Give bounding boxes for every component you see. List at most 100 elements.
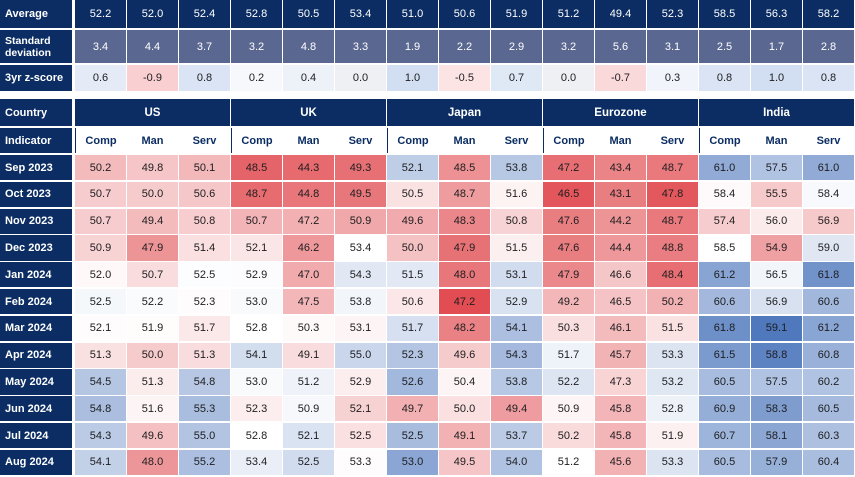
summary-std-value: 4.4 xyxy=(127,30,178,63)
heatmap-cell: 60.5 xyxy=(803,396,854,422)
heatmap-cell: 54.8 xyxy=(75,396,126,422)
heatmap-cell: 52.5 xyxy=(75,289,126,315)
heatmap-cell: 53.8 xyxy=(491,369,542,395)
heatmap-cell: 49.1 xyxy=(283,342,334,368)
heatmap-cell: 52.1 xyxy=(335,396,386,422)
summary-average-value: 52.2 xyxy=(75,0,126,28)
heatmap-cell: 51.5 xyxy=(647,315,698,342)
heatmap-cell: 52.0 xyxy=(75,262,126,288)
heatmap-cell: 48.5 xyxy=(439,155,490,181)
heatmap-cell: 51.4 xyxy=(179,235,230,261)
heatmap-cell: 51.2 xyxy=(543,449,594,476)
heatmap-cell: 47.2 xyxy=(283,208,334,234)
heatmap-cell: 48.0 xyxy=(439,262,490,288)
heatmap-cell: 50.8 xyxy=(179,208,230,234)
heatmap-cell: 47.6 xyxy=(543,235,594,261)
row-label: Aug 2024 xyxy=(0,449,72,476)
indicator-header-comp: Comp xyxy=(231,128,282,153)
summary-z-value: 0.4 xyxy=(283,65,334,91)
summary-average-value: 50.6 xyxy=(439,0,490,28)
heatmap-cell: 49.6 xyxy=(127,423,178,449)
heatmap-cell: 49.3 xyxy=(335,155,386,181)
summary-std-value: 3.1 xyxy=(647,30,698,63)
country-header-label: Country xyxy=(0,99,72,126)
heatmap-cell: 49.6 xyxy=(387,208,438,234)
heatmap-cell: 50.9 xyxy=(75,235,126,261)
heatmap-cell: 52.1 xyxy=(387,155,438,181)
summary-std-value: 1.7 xyxy=(751,30,802,63)
heatmap-cell: 54.1 xyxy=(231,342,282,368)
heatmap-cell: 58.1 xyxy=(751,423,802,449)
country-header-us: US xyxy=(75,99,230,126)
heatmap-cell: 50.1 xyxy=(179,155,230,181)
summary-z-value: 0.3 xyxy=(647,65,698,91)
heatmap-cell: 51.5 xyxy=(491,235,542,261)
heatmap-cell: 48.7 xyxy=(647,208,698,234)
indicator-header-serv: Serv xyxy=(803,128,854,153)
heatmap-cell: 51.6 xyxy=(127,396,178,422)
heatmap-cell: 58.5 xyxy=(699,235,750,261)
summary-std-value: 3.3 xyxy=(335,30,386,63)
heatmap-cell: 50.9 xyxy=(335,208,386,234)
heatmap-cell: 47.2 xyxy=(543,155,594,181)
indicator-header-serv: Serv xyxy=(335,128,386,153)
summary-z-value: 0.6 xyxy=(75,65,126,91)
heatmap-cell: 55.0 xyxy=(335,342,386,368)
summary-label-average: Average xyxy=(0,0,72,28)
heatmap-cell: 50.0 xyxy=(439,396,490,422)
heatmap-cell: 51.3 xyxy=(127,369,178,395)
summary-average-value: 52.8 xyxy=(231,0,282,28)
heatmap-cell: 51.9 xyxy=(647,423,698,449)
heatmap-cell: 47.3 xyxy=(595,369,646,395)
heatmap-cell: 47.9 xyxy=(127,235,178,261)
heatmap-cell: 52.2 xyxy=(127,289,178,315)
heatmap-cell: 53.8 xyxy=(335,289,386,315)
heatmap-cell: 60.5 xyxy=(699,369,750,395)
heatmap-cell: 45.7 xyxy=(595,342,646,368)
heatmap-cell: 52.3 xyxy=(179,289,230,315)
indicator-header-comp: Comp xyxy=(699,128,750,153)
heatmap-cell: 52.5 xyxy=(335,423,386,449)
heatmap-cell: 51.7 xyxy=(543,342,594,368)
heatmap-cell: 48.7 xyxy=(439,181,490,208)
heatmap-cell: 51.7 xyxy=(387,315,438,342)
heatmap-cell: 48.0 xyxy=(127,449,178,476)
heatmap-cell: 55.5 xyxy=(751,181,802,208)
summary-z-value: 0.8 xyxy=(699,65,750,91)
indicator-header-comp: Comp xyxy=(387,128,438,153)
heatmap-cell: 52.3 xyxy=(387,342,438,368)
summary-average-value: 58.2 xyxy=(803,0,854,28)
heatmap-cell: 53.4 xyxy=(335,235,386,261)
heatmap-cell: 52.2 xyxy=(543,369,594,395)
heatmap-cell: 49.4 xyxy=(491,396,542,422)
heatmap-cell: 49.6 xyxy=(439,342,490,368)
heatmap-cell: 58.4 xyxy=(699,181,750,208)
heatmap-cell: 60.8 xyxy=(803,342,854,368)
heatmap-cell: 53.1 xyxy=(491,262,542,288)
summary-label-std: Standard deviation xyxy=(0,30,72,63)
heatmap-cell: 50.8 xyxy=(491,208,542,234)
heatmap-cell: 48.7 xyxy=(231,181,282,208)
heatmap-cell: 50.0 xyxy=(127,342,178,368)
heatmap-cell: 45.8 xyxy=(595,423,646,449)
heatmap-cell: 51.6 xyxy=(491,181,542,208)
country-header-uk: UK xyxy=(231,99,386,126)
row-label: Sep 2023 xyxy=(0,155,72,181)
summary-z-value: -0.9 xyxy=(127,65,178,91)
heatmap-cell: 58.3 xyxy=(751,396,802,422)
summary-label-z: 3yr z-score xyxy=(0,65,72,91)
heatmap-cell: 48.2 xyxy=(439,315,490,342)
heatmap-cell: 45.8 xyxy=(595,396,646,422)
heatmap-cell: 56.9 xyxy=(803,208,854,234)
summary-average-value: 56.3 xyxy=(751,0,802,28)
heatmap-cell: 48.7 xyxy=(647,155,698,181)
heatmap-cell: 53.8 xyxy=(491,155,542,181)
heatmap-cell: 47.0 xyxy=(283,262,334,288)
summary-z-value: 1.0 xyxy=(751,65,802,91)
heatmap-cell: 52.5 xyxy=(179,262,230,288)
heatmap-cell: 52.8 xyxy=(647,396,698,422)
heatmap-cell: 47.9 xyxy=(543,262,594,288)
indicator-header-label: Indicator xyxy=(0,128,72,153)
summary-z-value: 0.7 xyxy=(491,65,542,91)
heatmap-cell: 61.2 xyxy=(803,315,854,342)
